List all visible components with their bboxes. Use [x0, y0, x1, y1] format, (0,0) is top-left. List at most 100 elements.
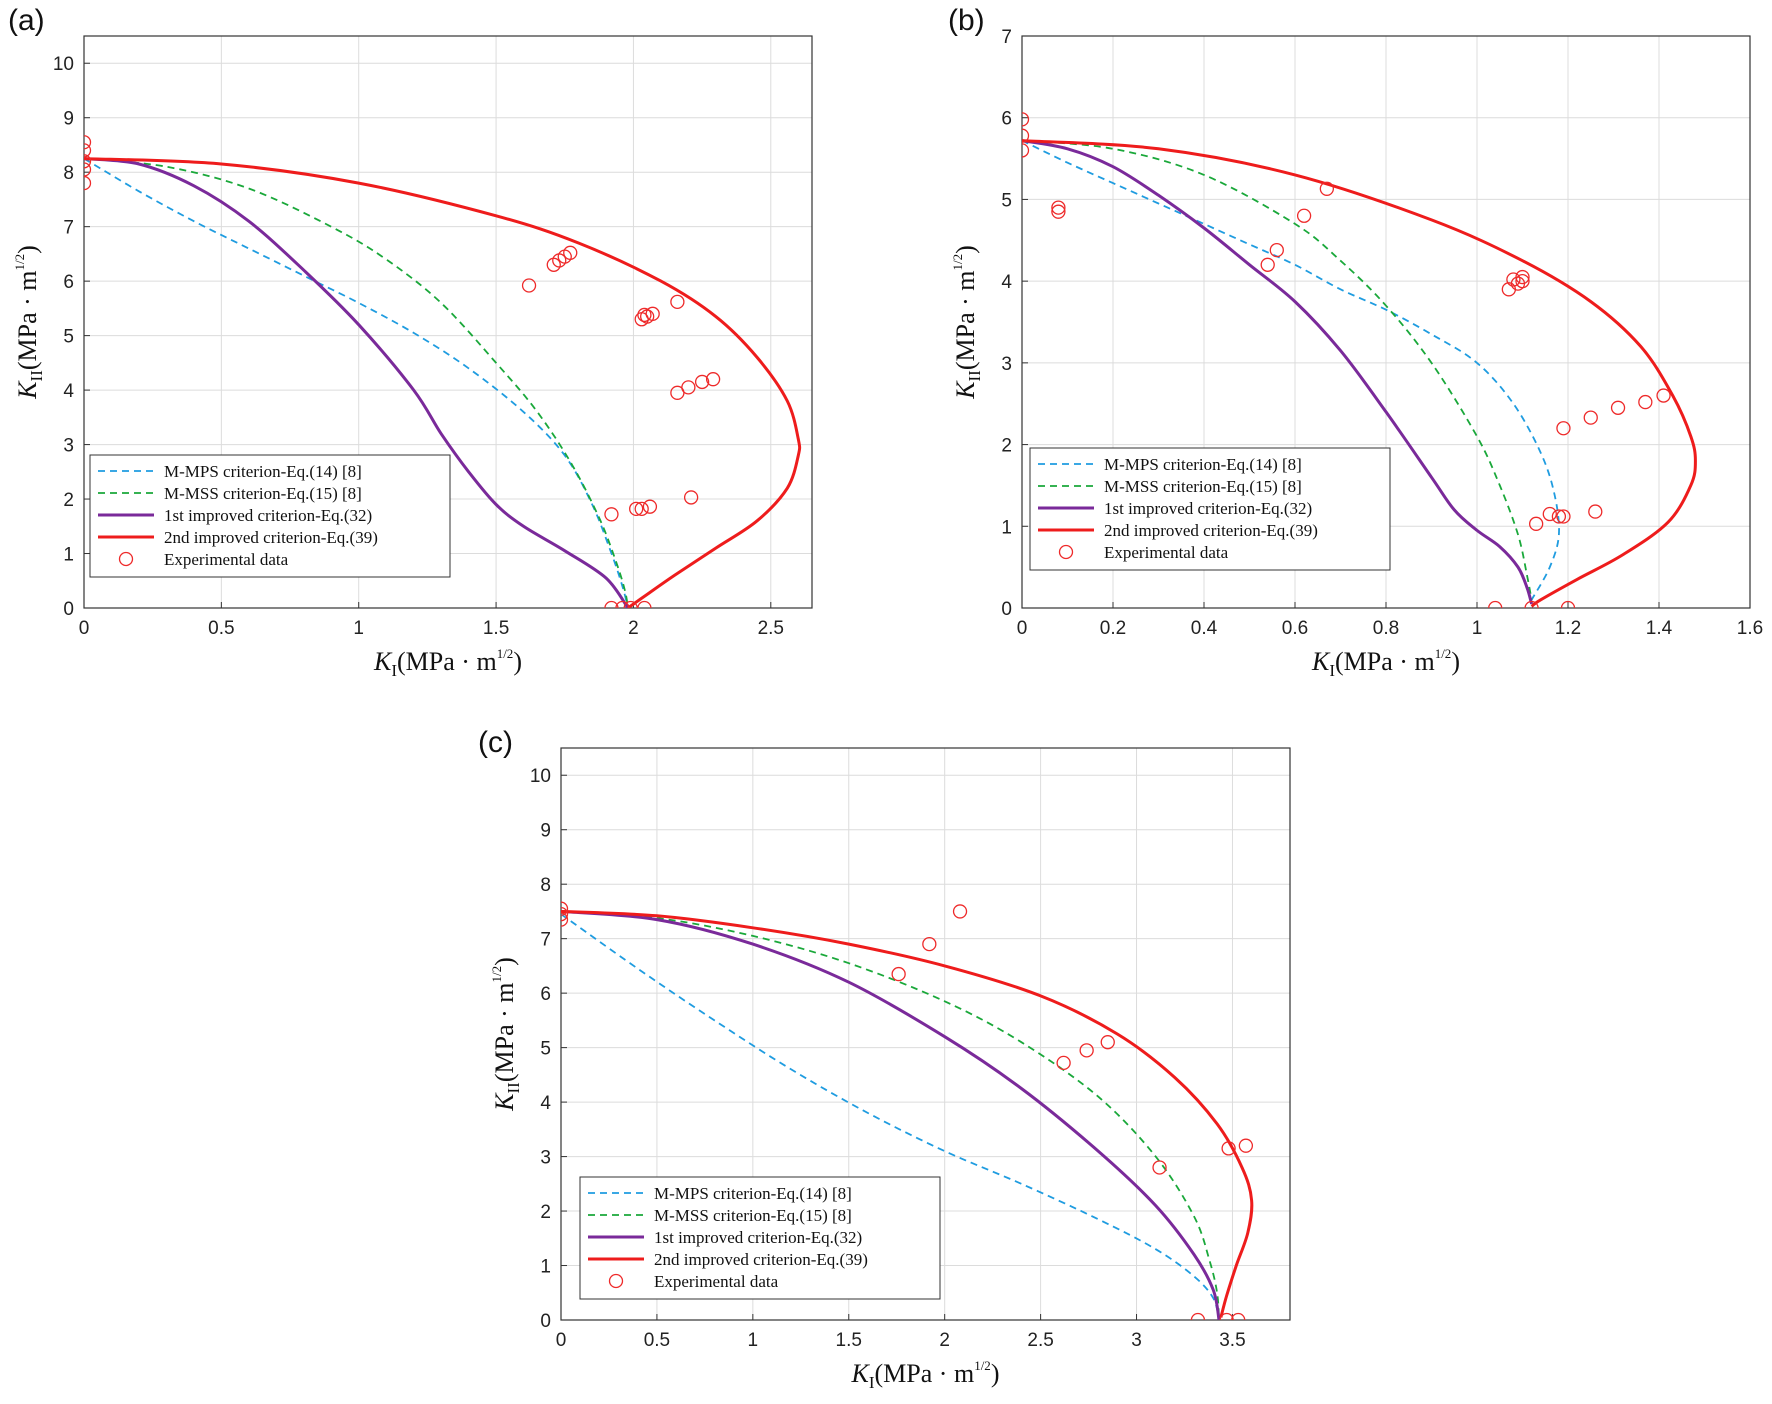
legend-item: M-MPS criterion-Eq.(14) [8] — [588, 1184, 852, 1203]
y-tick-label: 4 — [540, 1093, 551, 1114]
legend-marker — [1058, 544, 1074, 560]
y-tick-label: 9 — [63, 109, 74, 130]
x-tick-label: 1.6 — [1737, 618, 1763, 639]
x-tick-label: 0.5 — [208, 618, 234, 639]
y-tick-label: 4 — [63, 381, 74, 402]
series-line-m-mss-criterion-eq-15-8 — [1022, 139, 1533, 600]
y-tick-label: 7 — [1001, 27, 1012, 48]
y-tick-label: 2 — [540, 1202, 551, 1223]
x-tick-label: 1.2 — [1555, 618, 1581, 639]
legend-label: M-MSS criterion-Eq.(15) [8] — [654, 1206, 852, 1225]
data-point-marker — [84, 154, 92, 169]
data-point-marker — [1610, 400, 1626, 415]
y-axis-label-unit: (MPa · m — [951, 270, 980, 370]
data-point-marker — [952, 904, 968, 919]
legend: M-MPS criterion-Eq.(14) [8] M-MSS criteri… — [1029, 447, 1391, 571]
series-line-2nd-improved-criterion-eq-39 — [1022, 139, 1697, 608]
legend-label: Experimental data — [654, 1272, 779, 1291]
y-axis-label-exponent: 1/2 — [950, 254, 965, 271]
axes-frame — [83, 35, 813, 609]
series-line-1st-improved-criterion-eq-32 — [1022, 139, 1534, 605]
legend-item: 2nd improved criterion-Eq.(39) — [98, 528, 378, 547]
legend-label: 2nd improved criterion-Eq.(39) — [164, 528, 378, 547]
legend-label: 2nd improved criterion-Eq.(39) — [654, 1250, 868, 1269]
x-tick-label: 1 — [353, 618, 364, 639]
y-axis-label-close: ) — [490, 957, 519, 966]
x-tick-label: 1.5 — [836, 1330, 862, 1351]
data-point-marker — [521, 278, 537, 293]
data-point-marker — [1260, 257, 1275, 272]
data-point-marker — [1556, 509, 1571, 524]
data-point-marker — [1022, 112, 1030, 127]
legend-item: M-MSS criterion-Eq.(15) [8] — [1038, 477, 1302, 496]
series-line-2nd-improved-criterion-eq-39 — [561, 909, 1254, 1318]
legend-marker — [608, 1273, 624, 1289]
data-point-marker — [1515, 269, 1530, 285]
y-tick-label: 8 — [63, 163, 74, 184]
y-axis-label-symbol: K — [490, 1092, 519, 1112]
legend-label: M-MPS criterion-Eq.(14) [8] — [654, 1184, 852, 1203]
x-tick-label: 0 — [556, 1330, 567, 1351]
legend-label: M-MPS criterion-Eq.(14) [8] — [1104, 455, 1302, 474]
x-tick-label: 2 — [628, 618, 639, 639]
data-point-marker — [1051, 200, 1066, 215]
y-tick-label: 7 — [63, 218, 74, 239]
y-tick-label: 5 — [63, 327, 74, 348]
data-point-marker — [1560, 600, 1576, 608]
data-point-marker — [1638, 394, 1653, 410]
legend-item: M-MSS criterion-Eq.(15) [8] — [588, 1206, 852, 1225]
panel-letter: (c) — [478, 726, 513, 759]
y-tick-label: 5 — [540, 1039, 551, 1060]
legend-label: 1st improved criterion-Eq.(32) — [1104, 499, 1312, 518]
legend-item: Experimental data — [118, 550, 289, 569]
data-point-marker — [1488, 600, 1503, 608]
y-axis-label-unit: (MPa · m — [490, 982, 519, 1082]
x-tick-label: 3.5 — [1219, 1330, 1245, 1351]
x-axis-label-unit: (MPa · m — [1335, 647, 1435, 676]
legend-label: 2nd improved criterion-Eq.(39) — [1104, 521, 1318, 540]
x-axis-label-close: ) — [513, 647, 522, 676]
y-tick-label: 1 — [1001, 517, 1012, 538]
data-point-marker — [642, 499, 658, 514]
x-tick-label: 1 — [1472, 618, 1483, 639]
legend-item: 1st improved criterion-Eq.(32) — [588, 1228, 862, 1247]
data-point-marker — [683, 490, 699, 505]
x-tick-label: 0.2 — [1100, 618, 1126, 639]
x-tick-label: 2 — [939, 1330, 950, 1351]
y-axis-label-subscript: II — [504, 1082, 523, 1094]
data-point-marker — [705, 372, 721, 387]
data-point-marker — [1022, 143, 1030, 158]
y-tick-label: 10 — [53, 54, 74, 75]
y-axis-label-symbol: K — [951, 380, 980, 400]
series-line-1st-improved-criterion-eq-32 — [561, 909, 1221, 1320]
legend-item: 1st improved criterion-Eq.(32) — [1038, 499, 1312, 518]
x-tick-label: 2.5 — [758, 618, 784, 639]
data-point-marker — [1190, 1312, 1206, 1320]
legend-item: M-MPS criterion-Eq.(14) [8] — [98, 462, 362, 481]
data-point-marker — [1515, 273, 1530, 289]
data-point-marker — [1238, 1138, 1254, 1153]
data-point-marker — [629, 501, 644, 517]
data-point-marker — [84, 162, 92, 177]
series-line-1st-improved-criterion-eq-32 — [84, 157, 630, 608]
data-point-marker — [1022, 128, 1030, 143]
legend-label: M-MSS criterion-Eq.(15) [8] — [164, 484, 362, 503]
data-point-marker — [1506, 272, 1521, 287]
y-tick-label: 1 — [63, 545, 74, 566]
experimental-data-points — [561, 901, 1254, 1320]
x-axis-label: KI(MPa · m1/2) — [373, 646, 522, 680]
y-tick-label: 0 — [540, 1311, 551, 1332]
y-tick-label: 0 — [1001, 599, 1012, 620]
data-point-marker — [1221, 1141, 1236, 1156]
x-axis-label-symbol: K — [373, 647, 393, 676]
x-axis-label-exponent: 1/2 — [974, 1358, 991, 1373]
data-point-marker — [1319, 181, 1334, 196]
data-point-marker — [84, 135, 92, 150]
x-tick-label: 0.6 — [1282, 618, 1308, 639]
data-point-marker — [561, 901, 569, 916]
data-point-marker — [84, 175, 92, 191]
y-tick-label: 10 — [530, 766, 551, 787]
legend-item: M-MPS criterion-Eq.(14) [8] — [1038, 455, 1302, 474]
data-point-marker — [1269, 242, 1284, 258]
